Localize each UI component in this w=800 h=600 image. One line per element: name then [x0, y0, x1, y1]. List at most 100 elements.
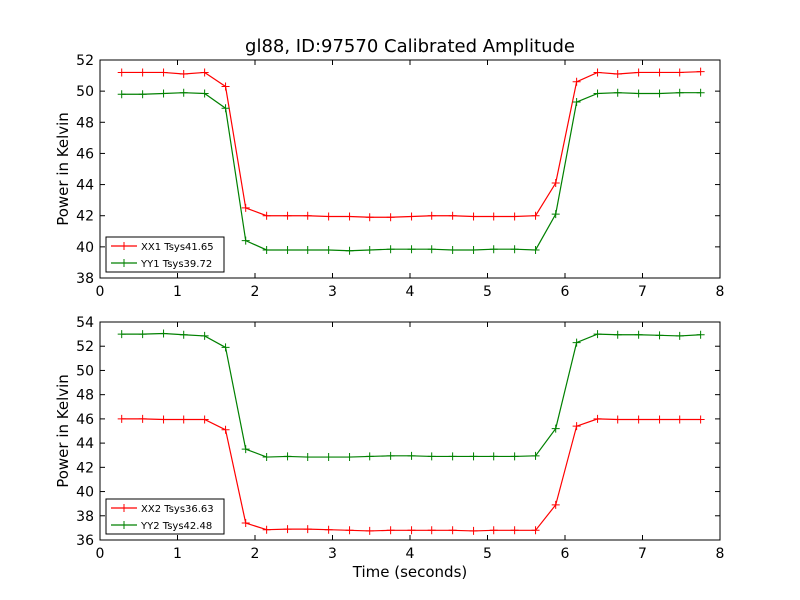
- top-legend-label-1: XX1 Tsys41.65: [141, 242, 214, 253]
- bottom-series-2-point: [345, 453, 354, 462]
- bottom-series-1-point: [593, 414, 602, 423]
- bottom-series-1-point: [510, 526, 519, 535]
- top-xtick-label: 2: [251, 284, 260, 300]
- top-legend-box: [105, 236, 225, 273]
- top-legend-label-2: YY1 Tsys39.72: [140, 259, 212, 270]
- top-series-1-point: [117, 68, 126, 77]
- top-series-2-point: [345, 246, 354, 255]
- top-xtick-label: 5: [483, 284, 492, 300]
- bottom-legend-marker-1: [120, 504, 128, 512]
- bottom-series-1-point: [303, 525, 312, 534]
- top-xtick-label: 1: [173, 284, 182, 300]
- bottom-xtick-label: 7: [638, 546, 647, 562]
- top-series-1-point: [365, 213, 374, 222]
- bottom-series-2-point: [365, 452, 374, 461]
- bottom-series-2-point: [531, 451, 540, 460]
- top-ytick-label: 52: [76, 53, 94, 69]
- top-series-1-point: [138, 68, 147, 77]
- bottom-series-2-point: [138, 330, 147, 339]
- bottom-ytick-label: 52: [76, 339, 94, 355]
- top-legend: XX1 Tsys41.65 YY1 Tsys39.72: [105, 236, 225, 273]
- top-axes-frame: [99, 59, 721, 279]
- bottom-series-1-point: [138, 414, 147, 423]
- bottom-legend-marker-2: [120, 521, 128, 529]
- top-series-2-point: [469, 245, 478, 254]
- bottom-series-2-point: [221, 343, 230, 352]
- bottom-series-1-point: [448, 526, 457, 535]
- bottom-series-2-point: [489, 452, 498, 461]
- top-series-1-point: [345, 212, 354, 221]
- bottom-ytick-label: 42: [76, 460, 94, 476]
- bottom-series-1-point: [489, 526, 498, 535]
- bottom-xtick-label: 6: [561, 546, 570, 562]
- top-series-1-point: [613, 70, 622, 79]
- bottom-series-1-point: [221, 425, 230, 434]
- top-series-2-point: [448, 245, 457, 254]
- bottom-series-2-point: [510, 452, 519, 461]
- top-legend-marker-2: [120, 259, 128, 267]
- top-series-2-point: [283, 245, 292, 254]
- bottom-series-1-point: [407, 526, 416, 535]
- bottom-legend-label-2: YY2 Tsys42.48: [140, 521, 212, 532]
- bottom-xtick-label: 4: [406, 546, 415, 562]
- bottom-series-2-point: [303, 453, 312, 462]
- bottom-series-1-point: [469, 526, 478, 535]
- bottom-series-2-point: [696, 330, 705, 339]
- bottom-ytick-label: 54: [76, 315, 94, 331]
- bottom-series-1-point: [324, 525, 333, 534]
- top-series-2-point: [613, 88, 622, 97]
- top-series-2-point: [531, 245, 540, 254]
- top-series-1-point: [241, 203, 250, 212]
- top-xtick-label: 8: [716, 284, 725, 300]
- bottom-series-2-point: [655, 331, 664, 340]
- top-series-2-point: [179, 88, 188, 97]
- top-series-2-point: [324, 245, 333, 254]
- top-series-2-point: [221, 104, 230, 113]
- top-series-1-point: [324, 212, 333, 221]
- top-series-2-point: [407, 245, 416, 254]
- bottom-series-1-point: [345, 526, 354, 535]
- bottom-series-2-point: [324, 453, 333, 462]
- x-axis-label: Time (seconds): [352, 563, 468, 581]
- bottom-ytick-label: 50: [76, 363, 94, 379]
- bottom-series-1-point: [179, 415, 188, 424]
- bottom-axes-frame: [99, 321, 721, 541]
- bottom-panel: Power in Kelvin 0 1 2 3 4 5 6 7 8 36 38 40 42 44 46 48 5…: [54, 315, 724, 562]
- bottom-series-1-point: [241, 519, 250, 528]
- bottom-legend: XX2 Tsys36.63 YY2 Tsys42.48: [105, 498, 225, 535]
- bottom-series-2-point: [448, 452, 457, 461]
- bottom-xtick-label: 3: [328, 546, 337, 562]
- top-ytick-label: 44: [76, 178, 94, 194]
- top-panel-ylabel: Power in Kelvin: [54, 112, 72, 226]
- bottom-series-2-point: [572, 338, 581, 347]
- bottom-series-1-point: [675, 415, 684, 424]
- top-ytick-label: 50: [76, 84, 94, 100]
- bottom-xtick-label: 8: [716, 546, 725, 562]
- bottom-series-1-point: [696, 415, 705, 424]
- bottom-xtick-label: 1: [173, 546, 182, 562]
- bottom-series-2-point: [179, 330, 188, 339]
- top-series-2-point: [262, 245, 271, 254]
- top-xtick-label: 4: [406, 284, 415, 300]
- top-series-2-point: [138, 90, 147, 99]
- bottom-ytick-label: 40: [76, 485, 94, 501]
- top-series-1-point: [427, 211, 436, 220]
- top-xtick-label: 7: [638, 284, 647, 300]
- bottom-series-1-point: [365, 526, 374, 535]
- top-xtick-label: 3: [328, 284, 337, 300]
- bottom-series-2-point: [283, 452, 292, 461]
- top-ytick-label: 40: [76, 240, 94, 256]
- top-series-1-point: [469, 212, 478, 221]
- bottom-series-2-point: [427, 452, 436, 461]
- top-series-2-point: [386, 245, 395, 254]
- bottom-series-1-point: [531, 526, 540, 535]
- bottom-series-2-point: [551, 424, 560, 433]
- top-series-1-point: [531, 211, 540, 220]
- bottom-series-2-point: [200, 331, 209, 340]
- top-series-2-point: [510, 245, 519, 254]
- top-series-2-point: [675, 88, 684, 97]
- top-series-1-point: [572, 77, 581, 86]
- top-series-1-point: [489, 212, 498, 221]
- top-xtick-label: 0: [96, 284, 105, 300]
